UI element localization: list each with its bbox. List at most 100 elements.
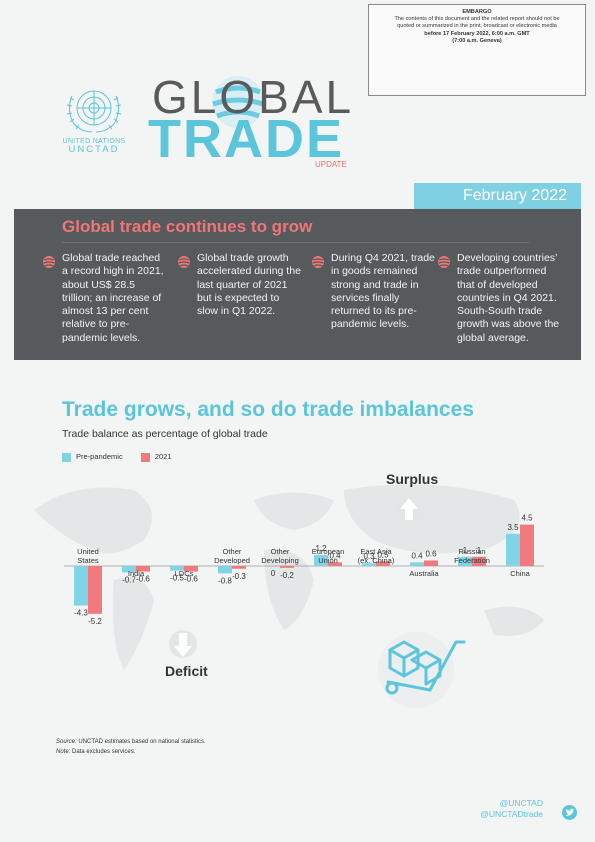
highlights-panel: Global trade continues to grow Global tr… [14,209,581,360]
data-label: 0.3 [363,552,375,561]
hand-truck-boxes-icon [378,632,466,708]
chart-legend: Pre-pandemic 2021 [62,452,172,462]
un-emblem-icon [66,90,122,133]
bar-prepandemic [74,566,88,606]
bar-prepandemic [506,533,520,566]
highlights-divider [62,242,529,243]
data-label: -0.6 [136,575,150,584]
embargo-notice: EMBARGO The contents of this document an… [368,4,586,96]
section-title: Trade grows, and so do trade imbalances [62,398,474,421]
bar-2021 [328,562,342,566]
bar-prepandemic [458,556,472,566]
highlights-title: Global trade continues to grow [62,217,313,236]
data-label: -0.8 [218,576,232,585]
embargo-line-3: before 17 February 2022, 6:00 a.m. GMT [424,30,530,37]
data-label: 0.6 [425,549,437,558]
data-label: 4.5 [521,514,533,523]
social-handles: @UNCTAD @UNCTADtrade [480,798,543,820]
data-label: 1 [463,546,468,555]
category-label: Federation [454,556,490,565]
category-label: China [510,569,530,578]
bar-2021 [376,561,390,566]
twitter-icon[interactable] [562,805,577,820]
title-trade: TRADE [148,109,344,169]
globe-bullet-icon [312,256,324,268]
category-label: European [312,547,345,556]
data-label: 0.4 [411,551,423,560]
category-label: (ex. China) [358,556,395,565]
bar-2021 [136,566,150,572]
highlight-item-2: Global trade growth accelerated during t… [197,252,301,318]
bar-prepandemic [410,562,424,566]
highlight-item-3: During Q4 2021, trade in goods remained … [331,252,435,331]
bar-prepandemic [362,563,376,566]
category-label: Other [271,547,290,556]
globe-bullet-icon [178,256,190,268]
legend-swatch-2021 [140,452,150,462]
legend-label-2021: 2021 [154,452,172,461]
data-label: 0.5 [377,550,389,559]
data-label: -5.2 [88,617,102,626]
unctad-text: UNCTAD [68,144,120,155]
embargo-line-1: The contents of this document and the re… [394,16,560,23]
category-label: East Asia [360,547,392,556]
data-label: -4.3 [74,609,88,618]
legend-label-prepandemic: Pre-pandemic [76,452,123,461]
embargo-line-2: quoted or summarized in the print, broad… [397,23,557,30]
category-label: United [77,547,99,556]
globe-bullet-icon [43,256,55,268]
note-text: Data excludes services. [72,749,136,755]
world-map-background [34,484,544,670]
data-label: 1 [477,546,482,555]
bar-2021 [472,556,486,566]
section-subtitle: Trade balance as percentage of global tr… [62,428,268,440]
source-note: Source: UNCTAD estimates based on nation… [56,737,206,757]
highlight-item-4: Developing countries’ trade outperformed… [457,252,560,344]
deficit-label: Deficit [165,663,208,679]
title-global: GLOBAL [152,71,355,123]
globe-bullet-icon [438,256,450,268]
globe-icon [212,76,264,128]
category-label: LDCs [175,569,194,578]
arrow-up-icon [395,495,423,523]
bar-2021 [520,524,534,566]
bar-2021 [280,566,294,568]
data-label: 1.2 [315,544,327,553]
handle-unctadtrade[interactable]: @UNCTADtrade [480,809,543,819]
data-label: -0.5 [170,574,184,583]
source-label: Source: [56,739,77,745]
un-label: UNITED NATIONS UNCTAD [54,138,134,154]
note-label: Note: [56,749,71,755]
category-label: States [77,556,99,565]
category-label: Developed [214,556,250,565]
data-label: -0.2 [280,571,294,580]
bar-2021 [184,566,198,572]
surplus-label: Surplus [386,471,438,487]
category-label: India [128,569,145,578]
title-update: UPDATE [315,160,347,169]
united-nations-text: UNITED NATIONS [62,138,126,145]
bar-prepandemic [170,566,184,571]
category-label: Union [318,556,338,565]
bar-2021 [88,566,102,614]
data-label: -0.6 [184,575,198,584]
bar-prepandemic [218,566,232,574]
category-label: Australia [409,569,439,578]
data-label: -0.3 [232,572,246,581]
bar-2021 [232,566,246,569]
highlight-item-1: Global trade reached a record high in 20… [62,252,164,344]
bar-prepandemic [122,566,136,573]
bar-prepandemic [314,554,328,566]
legend-swatch-prepandemic [62,452,71,462]
data-label: 3.5 [507,523,519,532]
handle-unctad[interactable]: @UNCTAD [499,798,543,808]
category-label: Developing [261,556,299,565]
embargo-heading: EMBARGO [462,9,492,15]
embargo-line-4: (7:00 a.m. Geneva) [452,37,502,44]
category-label: Other [223,547,242,556]
data-label: 0 [271,569,276,578]
data-label: 0.4 [329,551,341,560]
bar-2021 [424,560,438,566]
